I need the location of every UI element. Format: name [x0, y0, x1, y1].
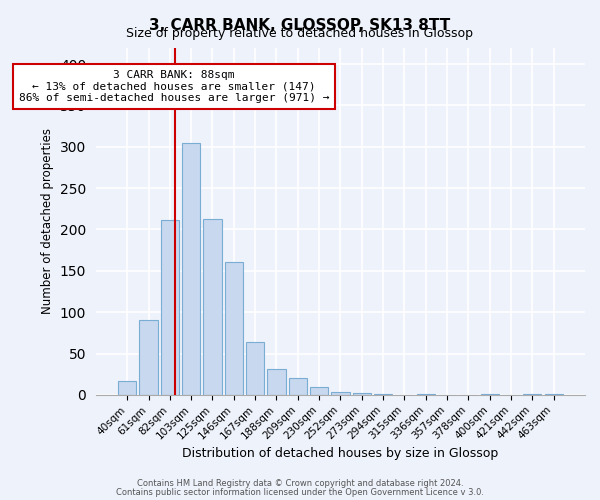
- Text: 3, CARR BANK, GLOSSOP, SK13 8TT: 3, CARR BANK, GLOSSOP, SK13 8TT: [149, 18, 451, 32]
- Text: 3 CARR BANK: 88sqm
← 13% of detached houses are smaller (147)
86% of semi-detach: 3 CARR BANK: 88sqm ← 13% of detached hou…: [19, 70, 329, 103]
- Text: Contains HM Land Registry data © Crown copyright and database right 2024.: Contains HM Land Registry data © Crown c…: [137, 479, 463, 488]
- Y-axis label: Number of detached properties: Number of detached properties: [41, 128, 54, 314]
- Bar: [416, 394, 435, 395]
- Bar: [268, 369, 286, 395]
- Bar: [161, 220, 179, 395]
- Bar: [523, 394, 541, 395]
- Bar: [374, 394, 392, 395]
- Bar: [289, 378, 307, 395]
- Bar: [353, 393, 371, 395]
- Bar: [545, 394, 563, 395]
- Bar: [139, 320, 158, 395]
- Bar: [481, 394, 499, 395]
- X-axis label: Distribution of detached houses by size in Glossop: Distribution of detached houses by size …: [182, 447, 499, 460]
- Bar: [182, 142, 200, 395]
- Bar: [310, 386, 328, 395]
- Bar: [331, 392, 350, 395]
- Bar: [203, 218, 221, 395]
- Text: Contains public sector information licensed under the Open Government Licence v : Contains public sector information licen…: [116, 488, 484, 497]
- Bar: [246, 342, 264, 395]
- Bar: [118, 381, 136, 395]
- Bar: [225, 262, 243, 395]
- Text: Size of property relative to detached houses in Glossop: Size of property relative to detached ho…: [127, 28, 473, 40]
